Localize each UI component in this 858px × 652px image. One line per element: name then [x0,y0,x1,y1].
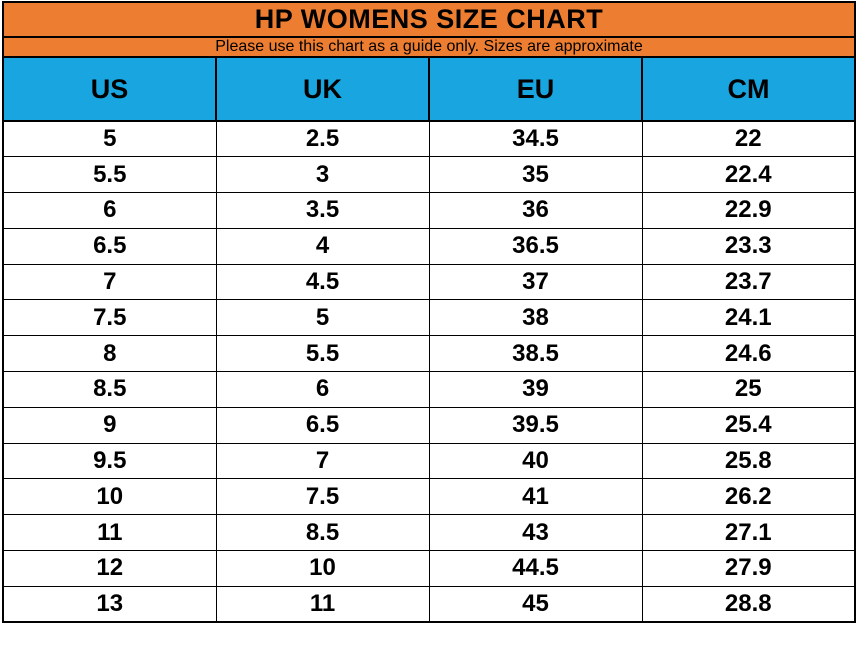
size-cell-uk: 4 [215,227,430,265]
column-header-uk: UK [215,56,430,122]
table-row: 9.5 7 40 25.8 [2,442,856,480]
size-cell-cm: 22.4 [641,156,856,194]
table-row: 7 4.5 37 23.7 [2,263,856,301]
size-cell-uk: 4.5 [215,263,430,301]
size-cell-us: 5.5 [2,156,217,194]
table-row: 10 7.5 41 26.2 [2,478,856,516]
size-cell-us: 8.5 [2,371,217,408]
size-cell-eu: 40 [428,442,643,480]
size-cell-eu: 36 [428,192,643,229]
size-cell-uk: 6.5 [215,406,430,444]
size-cell-uk: 2.5 [215,120,430,158]
table-row: 11 8.5 43 27.1 [2,514,856,552]
chart-subtitle-row: Please use this chart as a guide only. S… [2,36,856,58]
table-row: 6 3.5 36 22.9 [2,192,856,229]
table-row: 8 5.5 38.5 24.6 [2,335,856,373]
column-header-eu: EU [428,56,643,122]
size-cell-eu: 34.5 [428,120,643,158]
chart-title-row: HP WOMENS SIZE CHART [2,1,856,38]
size-cell-uk: 10 [215,550,430,587]
size-cell-us: 10 [2,478,217,516]
column-header-row: US UK EU CM [2,56,856,122]
size-cell-cm: 25 [641,371,856,408]
size-cell-us: 5 [2,120,217,158]
size-cell-cm: 26.2 [641,478,856,516]
size-cell-eu: 37 [428,263,643,301]
table-row: 12 10 44.5 27.9 [2,550,856,587]
size-cell-us: 9 [2,406,217,444]
chart-title: HP WOMENS SIZE CHART [2,1,856,38]
size-cell-eu: 35 [428,156,643,194]
size-cell-us: 6.5 [2,227,217,265]
chart-subtitle: Please use this chart as a guide only. S… [2,36,856,58]
size-cell-uk: 8.5 [215,514,430,552]
size-cell-uk: 5 [215,299,430,337]
size-cell-cm: 28.8 [641,585,856,623]
size-chart-table: HP WOMENS SIZE CHART Please use this cha… [2,1,856,624]
table-row: 9 6.5 39.5 25.4 [2,406,856,444]
size-cell-eu: 36.5 [428,227,643,265]
table-row: 6.5 4 36.5 23.3 [2,227,856,265]
table-row: 13 11 45 28.8 [2,585,856,623]
size-cell-cm: 22.9 [641,192,856,229]
size-rows-body: 5 2.5 34.5 22 5.5 3 35 22.4 6 3.5 36 22.9 6.5 4 36.5 23… [2,120,856,623]
size-cell-us: 7.5 [2,299,217,337]
table-row: 5.5 3 35 22.4 [2,156,856,194]
size-cell-uk: 6 [215,371,430,408]
size-cell-us: 13 [2,585,217,623]
column-header-us: US [2,56,217,122]
size-cell-uk: 7 [215,442,430,480]
size-cell-uk: 7.5 [215,478,430,516]
size-cell-us: 8 [2,335,217,373]
size-cell-us: 6 [2,192,217,229]
table-row: 5 2.5 34.5 22 [2,120,856,158]
size-cell-cm: 25.4 [641,406,856,444]
size-cell-cm: 27.9 [641,550,856,587]
size-cell-us: 7 [2,263,217,301]
size-cell-cm: 24.1 [641,299,856,337]
size-cell-uk: 3.5 [215,192,430,229]
size-chart: HP WOMENS SIZE CHART Please use this cha… [2,1,856,624]
size-cell-cm: 27.1 [641,514,856,552]
size-cell-cm: 22 [641,120,856,158]
size-cell-cm: 23.3 [641,227,856,265]
size-cell-uk: 11 [215,585,430,623]
size-cell-eu: 43 [428,514,643,552]
size-cell-uk: 5.5 [215,335,430,373]
size-cell-us: 11 [2,514,217,552]
table-row: 8.5 6 39 25 [2,371,856,408]
size-cell-eu: 39.5 [428,406,643,444]
size-cell-cm: 25.8 [641,442,856,480]
size-cell-us: 12 [2,550,217,587]
size-cell-cm: 23.7 [641,263,856,301]
size-cell-eu: 41 [428,478,643,516]
size-cell-eu: 38.5 [428,335,643,373]
size-cell-us: 9.5 [2,442,217,480]
size-cell-cm: 24.6 [641,335,856,373]
size-cell-eu: 44.5 [428,550,643,587]
size-cell-uk: 3 [215,156,430,194]
column-header-cm: CM [641,56,856,122]
size-cell-eu: 38 [428,299,643,337]
size-cell-eu: 45 [428,585,643,623]
size-cell-eu: 39 [428,371,643,408]
table-row: 7.5 5 38 24.1 [2,299,856,337]
